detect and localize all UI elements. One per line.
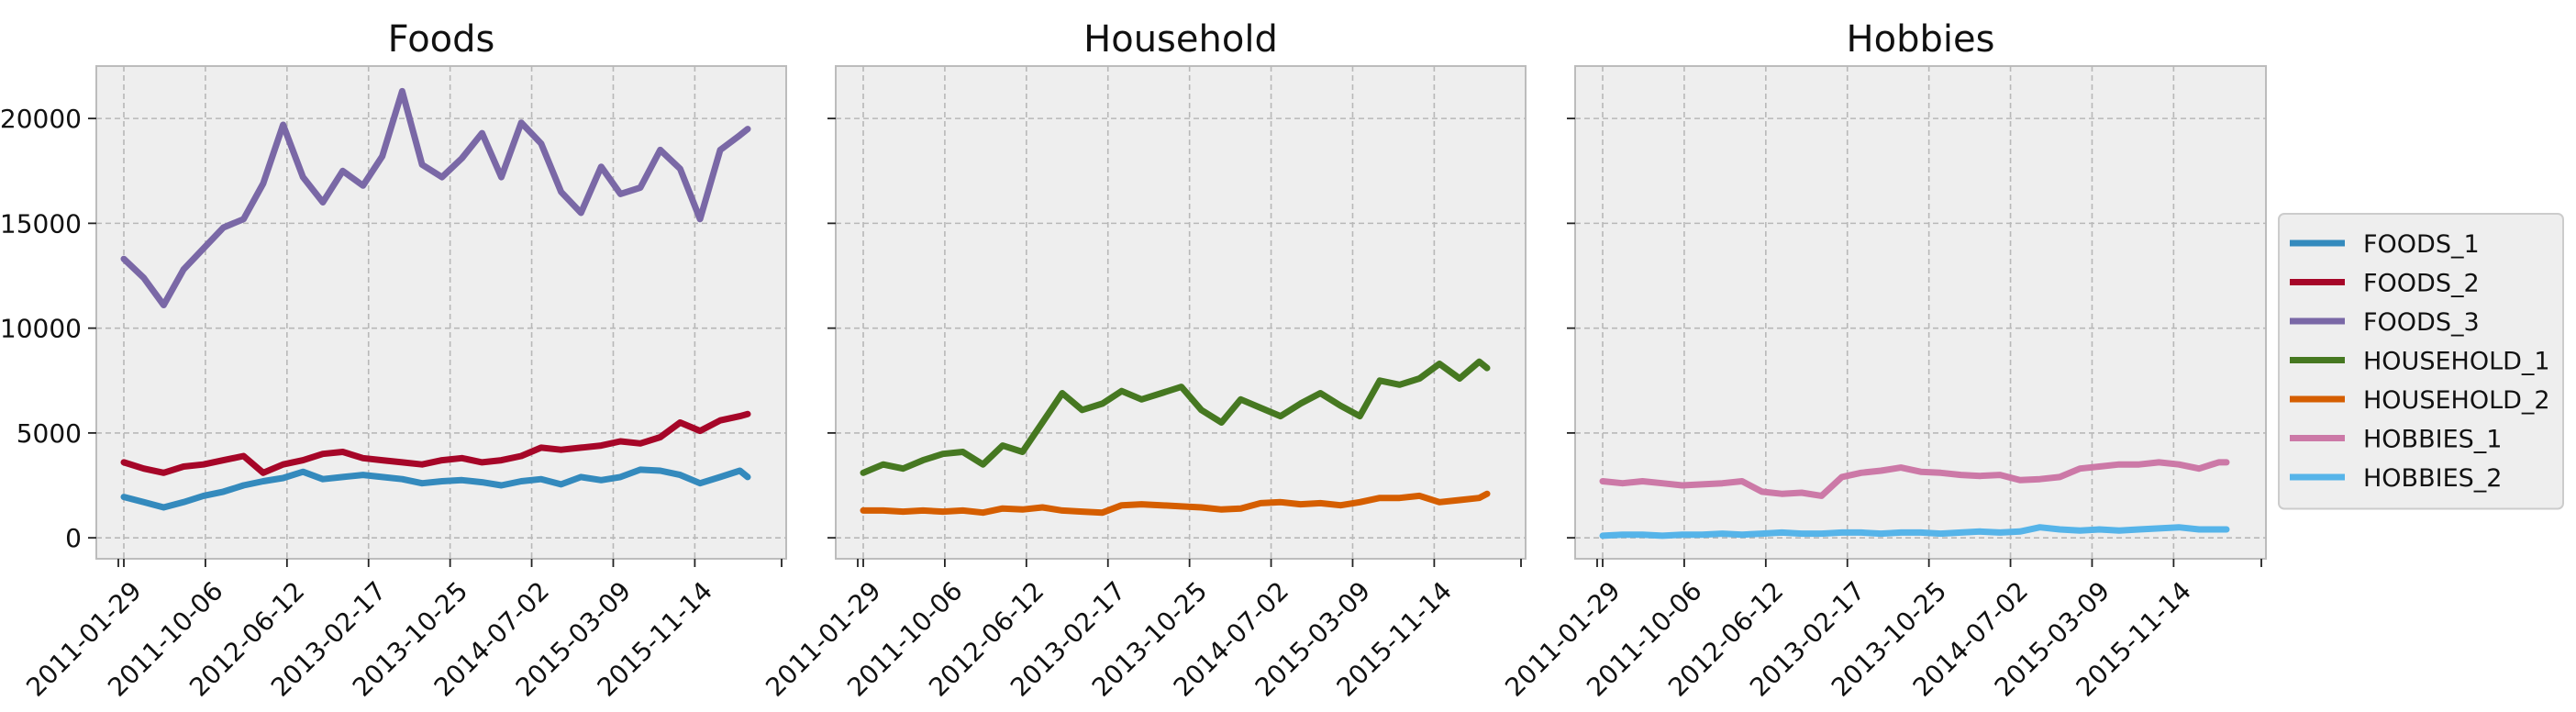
plot-area xyxy=(835,65,1527,560)
series-line-household-2 xyxy=(860,490,1491,517)
panel-hobbies: 2011-01-292011-10-062012-06-122013-02-17… xyxy=(1499,18,2267,703)
legend-label-hobbies-1: HOBBIES_1 xyxy=(2363,426,2502,454)
series-line-foods-3 xyxy=(120,87,751,308)
panel-household: 2011-01-292011-10-062012-06-122013-02-17… xyxy=(760,18,1527,703)
y-tick-label: 15000 xyxy=(0,208,82,239)
legend-label-foods-1: FOODS_1 xyxy=(2363,230,2480,259)
panel-title: Household xyxy=(1083,18,1278,61)
series-line-foods-2 xyxy=(120,410,751,476)
legend-label-foods-3: FOODS_3 xyxy=(2363,308,2480,337)
series-line-hobbies-2 xyxy=(1599,524,2230,540)
legend: FOODS_1 FOODS_2 FOODS_3 HOUSEHOLD_1 HOUSEHOL… xyxy=(2278,213,2564,510)
legend-label-household-2: HOUSEHOLD_2 xyxy=(2363,386,2550,415)
legend-label-household-1: HOUSEHOLD_1 xyxy=(2363,348,2550,376)
panel-foods: 2011-01-292011-10-062012-06-122013-02-17… xyxy=(0,18,787,703)
legend-label-foods-2: FOODS_2 xyxy=(2363,270,2480,298)
y-tick-label: 20000 xyxy=(0,104,82,134)
panel-title: Hobbies xyxy=(1847,18,1995,61)
series-line-household-1 xyxy=(860,358,1491,476)
panel-title: Foods xyxy=(388,18,495,61)
series-line-hobbies-1 xyxy=(1599,459,2230,499)
y-tick-label: 10000 xyxy=(0,314,82,344)
legend-box xyxy=(2278,213,2564,510)
y-tick-label: 0 xyxy=(65,523,82,553)
legend-label-hobbies-2: HOBBIES_2 xyxy=(2363,464,2502,493)
y-tick-label: 5000 xyxy=(17,418,82,449)
plot-area xyxy=(95,65,787,560)
series-line-foods-1 xyxy=(120,466,751,511)
plot-area xyxy=(1574,65,2267,560)
